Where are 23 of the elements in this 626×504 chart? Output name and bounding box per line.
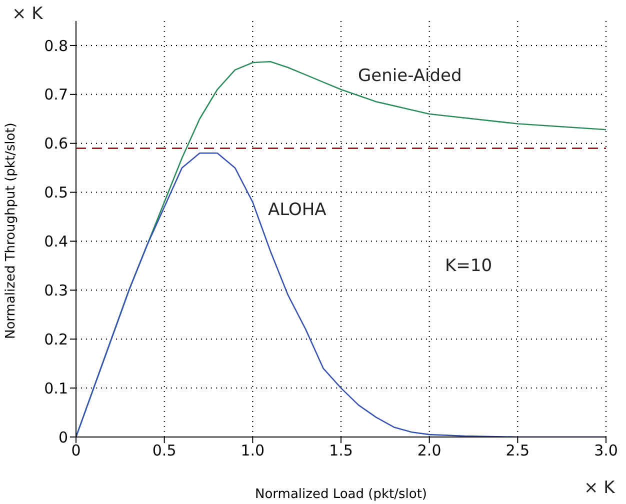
y-tick-label: 0 — [58, 428, 68, 446]
x-tick-label: 1.0 — [240, 442, 265, 460]
y-tick-label: 0.7 — [44, 86, 68, 104]
y-tick-label: 0.1 — [44, 379, 68, 398]
x-tick-label: 1.5 — [329, 442, 353, 460]
y-axis-title: Normalized Throughput (pkt/slot) — [4, 122, 19, 339]
annotation: ALOHA — [268, 200, 326, 220]
y-tick-label: 0.6 — [44, 134, 68, 153]
x-tick-label: 0 — [71, 442, 81, 460]
x-tick-label: 2.5 — [506, 442, 530, 460]
text: × K — [12, 4, 43, 24]
y-tick-label: 0.4 — [44, 232, 68, 251]
y-tick-label: 0.8 — [44, 36, 68, 55]
y-tick-label: 0.5 — [44, 184, 68, 202]
y-tick-label: 0.3 — [44, 282, 68, 300]
x-tick-label: 2.0 — [417, 442, 442, 460]
x-axis-title: Normalized Load (pkt/slot) — [254, 487, 428, 502]
x-tick-label: 3.0 — [594, 442, 618, 460]
y-tick-label: 0.2 — [44, 330, 68, 348]
annotation: Genie-Aided — [358, 66, 462, 86]
text: × K — [584, 478, 615, 498]
x-tick-label: 0.5 — [152, 442, 176, 460]
annotation: K=10 — [445, 256, 492, 276]
